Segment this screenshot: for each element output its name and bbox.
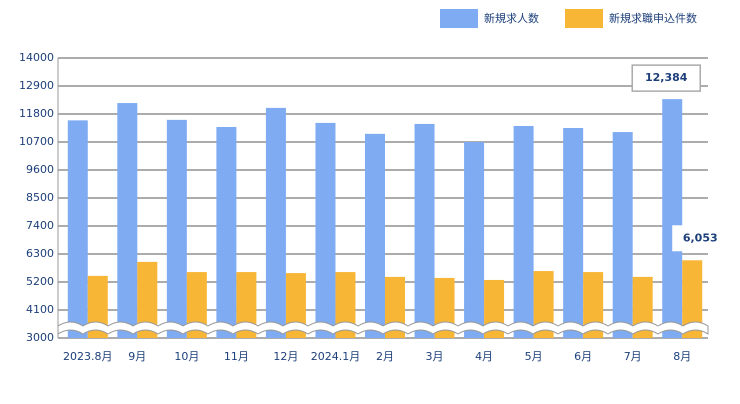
- bar: [285, 273, 306, 338]
- bar: [365, 133, 385, 338]
- x-tick-label: 4月: [475, 350, 493, 363]
- bar: [533, 271, 554, 338]
- bar: [186, 272, 207, 338]
- y-tick-label: 12900: [19, 79, 54, 92]
- bar: [236, 272, 257, 338]
- x-tick-label: 12月: [273, 350, 298, 363]
- bar: [414, 123, 435, 338]
- bar: [67, 120, 88, 338]
- bar: [335, 272, 356, 338]
- bar: [682, 260, 703, 338]
- y-tick-label: 8500: [26, 191, 54, 204]
- y-tick-label: 6300: [26, 247, 54, 260]
- x-tick-label: 7月: [624, 350, 642, 363]
- axis-break: [57, 321, 709, 335]
- bar: [315, 122, 336, 338]
- x-tick-label: 10月: [174, 350, 199, 363]
- x-tick-label: 6月: [574, 350, 592, 363]
- y-tick-label: 3000: [26, 331, 54, 344]
- x-tick-label: 9月: [128, 350, 146, 363]
- x-tick-label: 8月: [673, 350, 691, 363]
- y-tick-label: 4100: [26, 303, 54, 316]
- bar: [117, 103, 138, 339]
- legend-swatch: [440, 9, 478, 28]
- bar: [662, 99, 683, 338]
- x-tick-label: 2月: [376, 350, 394, 363]
- value-label-box: [672, 225, 729, 252]
- y-tick-label: 9600: [26, 163, 54, 176]
- y-tick-label: 14000: [19, 51, 54, 64]
- value-label: 6,053: [683, 231, 718, 244]
- y-tick-label: 7400: [26, 219, 54, 232]
- x-tick-label: 2024.1月: [311, 350, 361, 363]
- bar: [216, 126, 237, 339]
- bar: [513, 125, 534, 338]
- bar: [137, 261, 158, 338]
- x-tick-label: 3月: [426, 350, 444, 363]
- value-label-box: [631, 64, 701, 92]
- y-tick-label: 10700: [19, 135, 54, 148]
- bar: [563, 128, 584, 338]
- bar: [464, 142, 485, 338]
- bar: [265, 107, 286, 339]
- x-tick-label: 2023.8月: [63, 350, 113, 363]
- legend-label: 新規求人数: [484, 11, 539, 25]
- legend-swatch: [565, 9, 603, 28]
- legend-label: 新規求職申込件数: [609, 11, 697, 25]
- value-label: 12,384: [645, 71, 688, 84]
- bar: [583, 272, 604, 338]
- y-tick-label: 11800: [19, 107, 54, 120]
- bar: [612, 132, 633, 338]
- bar: [166, 119, 187, 338]
- x-tick-label: 5月: [525, 350, 543, 363]
- x-tick-label: 11月: [224, 350, 249, 363]
- y-tick-label: 5200: [26, 275, 54, 288]
